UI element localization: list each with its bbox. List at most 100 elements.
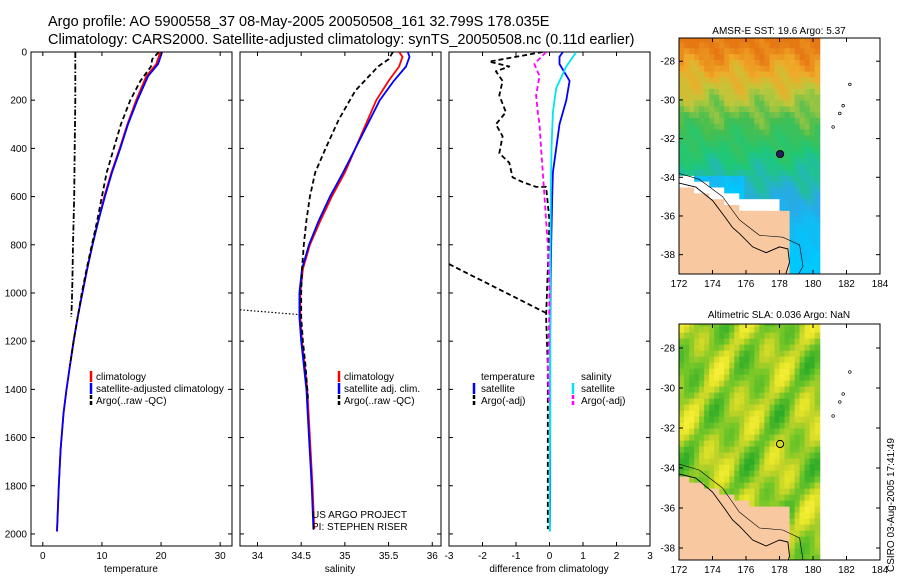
map-cell	[779, 88, 786, 95]
map-cell	[764, 99, 770, 107]
map-cell	[789, 324, 796, 327]
map-cell	[774, 374, 781, 381]
map-cell	[774, 536, 781, 543]
map-cell	[724, 163, 730, 171]
map-cell	[784, 65, 791, 72]
map-cell	[764, 392, 770, 399]
map-cell	[699, 70, 705, 78]
map-cell	[709, 362, 715, 369]
map-cell	[734, 350, 740, 357]
map-cell	[739, 524, 745, 531]
map-cell	[754, 82, 760, 89]
map-cell	[794, 239, 801, 246]
map-cell	[679, 47, 685, 55]
map-cell	[699, 204, 705, 211]
map-cell	[679, 530, 685, 537]
map-cell	[779, 404, 786, 411]
map-cell	[744, 239, 750, 246]
map-cell	[684, 350, 690, 357]
island-marker	[848, 370, 852, 374]
map-cell	[739, 76, 745, 84]
map-cell	[719, 350, 725, 357]
map-cell	[804, 70, 811, 78]
map-cell	[719, 506, 725, 513]
map-cell	[719, 482, 725, 489]
map-cell	[804, 239, 811, 246]
map-cell	[729, 157, 735, 165]
map-cell	[734, 47, 740, 55]
map-cell	[764, 82, 770, 89]
map-cell	[744, 476, 750, 483]
map-cell	[719, 175, 725, 182]
map-cell	[784, 140, 791, 147]
map-cell	[689, 386, 695, 393]
map-cell	[789, 470, 796, 477]
map-cell	[694, 157, 700, 165]
map-cell	[699, 181, 705, 188]
lon-tick-label: 180	[805, 279, 822, 290]
map-cell	[704, 344, 710, 351]
map-cell	[779, 524, 786, 531]
map-cell	[789, 326, 796, 333]
map-cell	[784, 386, 791, 393]
map-cell	[789, 392, 796, 399]
map-cell	[729, 380, 735, 387]
map-cell	[774, 192, 781, 200]
map-cell	[764, 117, 770, 124]
map-cell	[719, 239, 725, 246]
map-cell	[804, 41, 811, 49]
map-cell	[719, 152, 725, 159]
map-cell	[709, 47, 715, 55]
map-cell	[709, 404, 715, 411]
map-cell	[734, 268, 740, 274]
map-cell	[689, 227, 695, 234]
map-cell	[789, 82, 796, 89]
map-cell	[789, 440, 796, 447]
map-cell	[749, 482, 755, 489]
map-cell	[709, 512, 715, 519]
map-cell	[679, 458, 685, 465]
map-cell	[779, 506, 786, 513]
map-cell	[684, 99, 690, 107]
map-cell	[709, 239, 715, 246]
map-cell	[709, 380, 715, 387]
map-cell	[794, 152, 801, 159]
map-cell	[749, 256, 755, 263]
map-cell	[684, 233, 690, 240]
map-cell	[814, 374, 821, 381]
map-cell	[814, 416, 821, 423]
map-cell	[744, 422, 750, 429]
map-cell	[679, 140, 685, 147]
map-cell	[754, 216, 760, 223]
map-cell	[794, 38, 801, 43]
map-cell	[694, 82, 700, 89]
map-cell	[799, 169, 806, 176]
map-cell	[744, 134, 750, 142]
map-cell	[779, 512, 786, 519]
map-cell	[744, 398, 750, 405]
map-cell	[729, 146, 735, 153]
map-cell	[739, 204, 745, 211]
map-cell	[774, 210, 781, 217]
map-cell	[684, 181, 690, 188]
map-cell	[684, 548, 690, 555]
map-cell	[704, 204, 710, 211]
series-line-3	[548, 52, 578, 532]
map-cell	[759, 404, 765, 411]
map-cell	[739, 152, 745, 159]
map-cell	[699, 494, 705, 501]
map-cell	[814, 404, 821, 411]
map-cell	[684, 434, 690, 441]
map-cell	[724, 70, 730, 78]
map-cell	[679, 221, 685, 229]
map-cell	[799, 198, 806, 205]
map-cell	[689, 422, 695, 429]
map-cell	[714, 41, 720, 49]
map-cell	[709, 41, 715, 49]
map-cell	[794, 175, 801, 182]
map-cell	[709, 146, 715, 153]
map-cell	[739, 53, 745, 60]
x-tick-label: 36	[427, 551, 439, 562]
map-cell	[799, 59, 806, 66]
